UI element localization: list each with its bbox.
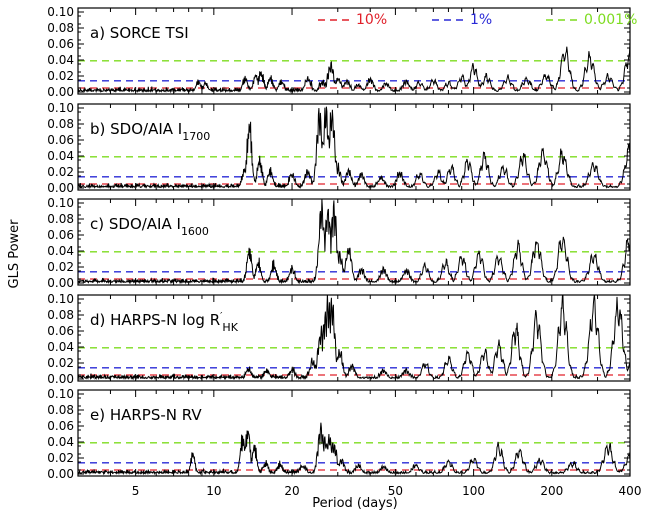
y-tick-label: 0.06	[47, 324, 74, 338]
y-tick-label: 0.10	[47, 292, 74, 306]
y-tick-label: 0.04	[47, 435, 74, 449]
panel-frame	[77, 389, 631, 477]
panel-label-superscript: ′	[220, 311, 223, 322]
periodogram-line	[78, 106, 630, 190]
y-tick-label: 0.06	[47, 419, 74, 433]
y-tick-label: 0.06	[47, 133, 74, 147]
legend-label-2: 1%	[470, 12, 492, 28]
x-tick-label: 5	[132, 484, 140, 498]
panel-frame	[77, 294, 631, 382]
panel-label-subscript: HK	[222, 321, 238, 334]
y-tick-label: 0.06	[47, 228, 74, 242]
y-tick-label: 0.08	[47, 21, 74, 35]
x-axis-label: Period (days)	[312, 496, 398, 511]
panel-frame	[77, 103, 631, 191]
panel-label: b) SDO/AIA I1700	[90, 120, 210, 143]
periodogram-line	[78, 42, 630, 94]
panel-label: c) SDO/AIA I1600	[90, 215, 209, 238]
panel-label: e) HARPS-N RV	[90, 406, 202, 424]
y-tick-label: 0.10	[47, 196, 74, 210]
panel-1: 0.00 0.02 0.04 0.06 0.08 0.10 a) SORCE TSI	[47, 5, 631, 99]
x-tick-label: 200	[540, 484, 563, 498]
y-tick-label: 0.06	[47, 37, 74, 51]
y-tick-label: 0.10	[47, 387, 74, 401]
x-tick-label: 100	[462, 484, 485, 498]
y-tick-label: 0.02	[47, 69, 74, 83]
panels-group: 0.000.020.040.060.080.10a) SORCE TSI0.00…	[47, 5, 641, 498]
x-tick-label: 10	[206, 484, 221, 498]
x-tick-label: 20	[284, 484, 299, 498]
y-tick-label: 0.00	[47, 181, 74, 195]
y-tick-label: 0.04	[47, 53, 74, 67]
y-tick-label: 0.00	[47, 372, 74, 386]
panel-label: a) SORCE TSI	[90, 24, 189, 42]
periodogram-line	[78, 199, 630, 285]
panel-3: 0.00 0.02 0.04 0.06 0.08 0.10 c) SDO/AIA I1600	[47, 196, 631, 290]
y-axis-label: GLS Power	[7, 219, 22, 289]
y-tick-label: 0.00	[47, 276, 74, 290]
y-tick-label: 0.08	[47, 403, 74, 417]
y-tick-label: 0.00	[47, 467, 74, 481]
legend-label-1: 10%	[356, 12, 387, 28]
y-tick-label: 0.10	[47, 101, 74, 115]
panel-label-subscript: 1600	[181, 225, 209, 238]
y-tick-label: 0.04	[47, 149, 74, 163]
y-tick-label: 0.00	[47, 85, 74, 99]
y-tick-label: 0.08	[47, 117, 74, 131]
y-tick-label: 0.08	[47, 308, 74, 322]
y-tick-label: 0.02	[47, 165, 74, 179]
panel-4: 0.00 0.02 0.04 0.06 0.08 0.10 d) HARPS-N log R…	[47, 292, 631, 386]
y-tick-label: 0.08	[47, 212, 74, 226]
legend-label-3: 0.001%	[584, 12, 637, 28]
y-tick-label: 0.04	[47, 244, 74, 258]
panel-frame	[77, 7, 631, 95]
y-tick-label: 0.04	[47, 340, 74, 354]
y-tick-label: 0.10	[47, 5, 74, 19]
x-tick-label: 50	[388, 484, 403, 498]
legend: 10% 1% 0.001%	[318, 12, 637, 28]
panel-label-subscript: 1700	[182, 130, 210, 143]
panel-label: d) HARPS-N log R′HK	[90, 311, 239, 334]
y-tick-label: 0.02	[47, 451, 74, 465]
panel-2: 0.00 0.02 0.04 0.06 0.08 0.10 b) SDO/AIA I1700	[47, 101, 631, 195]
periodogram-line	[78, 422, 630, 476]
periodogram-line	[78, 295, 630, 381]
panel-frame	[77, 198, 631, 286]
y-tick-label: 0.02	[47, 356, 74, 370]
panel-5: 0.00 0.02 0.04 0.06 0.08 0.10 e) HARPS-N RV	[47, 387, 631, 481]
x-tick-label: 400	[619, 484, 642, 498]
y-tick-label: 0.02	[47, 260, 74, 274]
